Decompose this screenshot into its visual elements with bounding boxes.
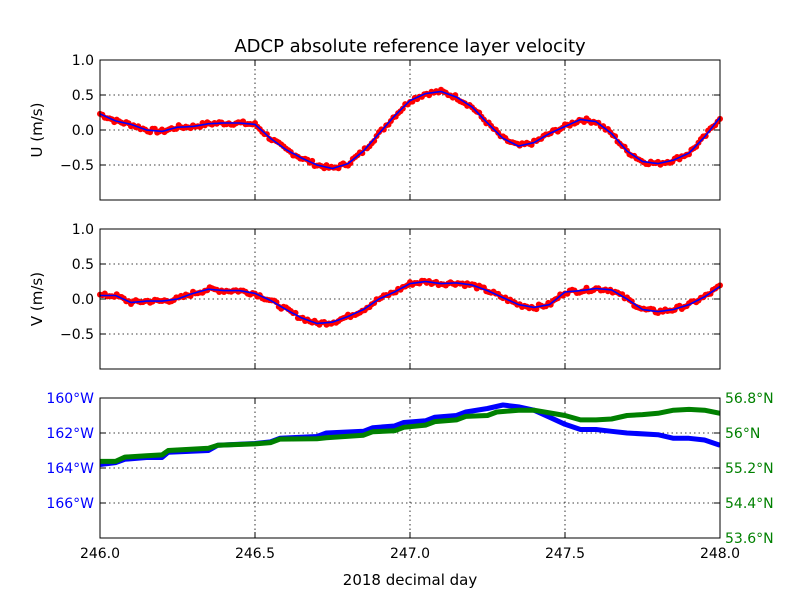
series-line bbox=[99, 90, 721, 170]
y-tick-label: 1.0 bbox=[72, 53, 94, 69]
panel-v-ylabel: V (m/s) bbox=[28, 272, 46, 326]
y-tick-label: 0.0 bbox=[72, 123, 94, 139]
panel-position-data bbox=[100, 402, 720, 467]
y-tick-label: 0.5 bbox=[72, 88, 94, 104]
lon-tick-label: 164°W bbox=[46, 461, 94, 477]
lat-tick-label: 56°N bbox=[725, 426, 760, 442]
x-tick-label: 246.5 bbox=[235, 546, 275, 562]
lat-tick-label: 56.8°N bbox=[725, 391, 774, 407]
panel-u-ticks: 1.0 0.5 0.0 −0.5 bbox=[60, 53, 721, 200]
x-tick-label: 247.0 bbox=[390, 546, 430, 562]
panel-u-ylabel: U (m/s) bbox=[28, 103, 46, 158]
panel-v-grid bbox=[100, 229, 720, 369]
x-tick-label: 247.5 bbox=[545, 546, 585, 562]
x-tick-label: 246.0 bbox=[80, 546, 120, 562]
series-line bbox=[100, 280, 721, 325]
panel-u-grid bbox=[100, 60, 720, 200]
panel-v-velocity: 1.0 0.5 0.0 −0.5 V (m/s) bbox=[28, 222, 723, 370]
data-point bbox=[371, 137, 378, 144]
lat-tick-label: 54.4°N bbox=[725, 496, 774, 512]
panel-v-ticks: 1.0 0.5 0.0 −0.5 bbox=[60, 222, 721, 369]
panel-u-data bbox=[97, 86, 723, 172]
x-tick-label: 248.0 bbox=[700, 546, 740, 562]
y-tick-label: 0.5 bbox=[72, 257, 94, 273]
latitude-line bbox=[100, 406, 720, 464]
y-tick-label: −0.5 bbox=[60, 327, 94, 343]
panel-v-data bbox=[97, 277, 723, 328]
x-axis-ticks: 246.0 246.5 247.0 247.5 248.0 bbox=[80, 546, 740, 562]
lon-tick-label: 162°W bbox=[46, 426, 94, 442]
y-tick-label: −0.5 bbox=[60, 158, 94, 174]
panel-u-velocity: 1.0 0.5 0.0 −0.5 U (m/s) bbox=[28, 53, 723, 201]
lat-tick-label: 53.6°N bbox=[725, 531, 774, 547]
lon-tick-label: 166°W bbox=[46, 496, 94, 512]
panel-position: 160°W 162°W 164°W 166°W 56.8°N 56°N 55.2°N 54.4… bbox=[46, 391, 773, 547]
y-tick-label: 1.0 bbox=[72, 222, 94, 238]
chart-title: ADCP absolute reference layer velocity bbox=[234, 36, 586, 57]
panel-position-ticks: 160°W 162°W 164°W 166°W 56.8°N 56°N 55.2°N 54.4… bbox=[46, 391, 773, 547]
lat-tick-label: 55.2°N bbox=[725, 461, 774, 477]
lon-tick-label: 160°W bbox=[46, 391, 94, 407]
y-tick-label: 0.0 bbox=[72, 292, 94, 308]
x-axis-label: 2018 decimal day bbox=[343, 571, 478, 589]
